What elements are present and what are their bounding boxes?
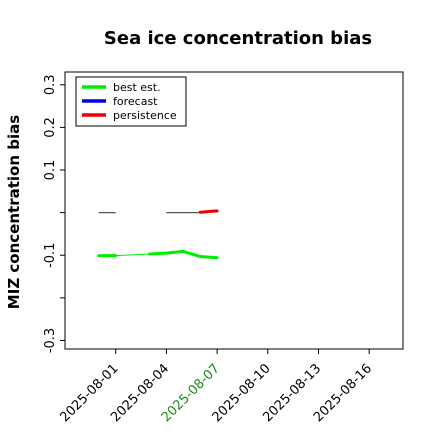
legend-label: best est. [113,81,161,94]
y-tick-label: 0.2 [43,117,58,138]
legend-label: persistence [113,109,177,122]
chart-title: Sea ice concentration bias [104,28,372,49]
series-segment-persistence [198,209,219,214]
plot-frame [64,71,404,350]
y-axis-label: MIZ concentration bias [5,115,23,309]
y-tick-label: 0.1 [43,160,58,181]
y-tick-label: -0.3 [43,328,58,353]
legend-box [75,76,187,127]
legend-label: forecast [113,95,158,108]
series-segment-best-est [164,249,185,255]
series-segment-best-est [198,255,219,260]
series-segment-best-est [115,253,150,257]
series-segment-best-est [181,249,202,259]
y-tick-label: 0.3 [43,74,58,95]
y-tick-label: -0.1 [43,243,58,268]
series-segment-best-est [148,251,168,256]
